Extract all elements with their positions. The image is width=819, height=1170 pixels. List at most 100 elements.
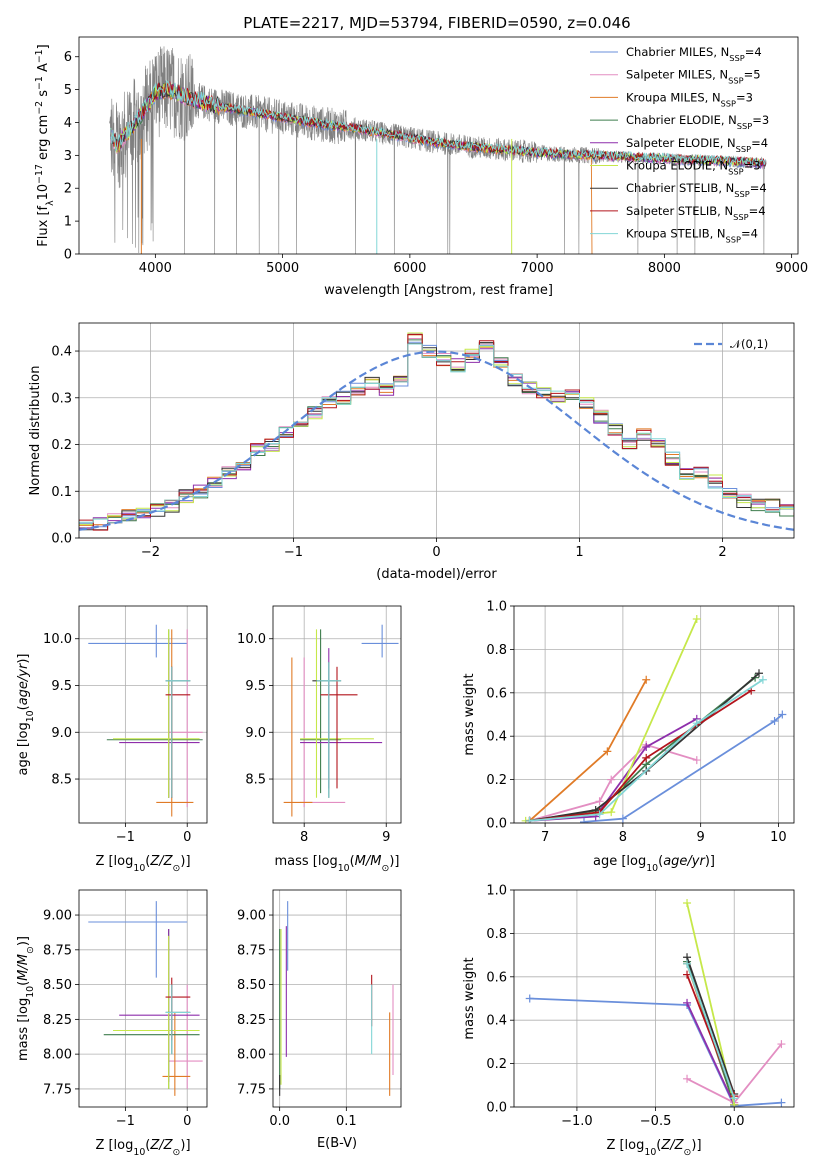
y-tick-label: 9.5 (51, 679, 72, 694)
y-tick-label: 10.0 (237, 632, 266, 647)
x-axis-label: Z [log10(Z/Z⊙)] (95, 854, 190, 874)
weight-Z-point (683, 970, 692, 979)
axes-frame (272, 605, 402, 824)
y-tick-label: 9.0 (245, 726, 266, 741)
weight-Z-line-9 (686, 963, 736, 1099)
weight-Z-point (683, 998, 692, 1007)
legend-label-1: Chabrier MILES, NSSP=4 (626, 45, 762, 63)
axes-frame (272, 889, 402, 1108)
y-axis-label: mass weight (462, 673, 477, 755)
weight-age-point (642, 675, 651, 684)
y-tick-label: 0.2 (486, 1057, 507, 1072)
y-tick-label: 4 (64, 116, 72, 131)
spectrum-panel: 4000 5000 6000 7000 8000 9000 0 1 2 3 4 5 6 Chabrier … (34, 36, 808, 298)
y-tick-label: 2 (64, 182, 72, 197)
y-tick-label: 0.4 (486, 730, 507, 745)
weight-age-point (770, 717, 779, 726)
weight-age-point (778, 710, 787, 719)
x-axis-label: E(B-V) (317, 1136, 357, 1151)
y-tick-label: 9.0 (51, 726, 72, 741)
y-tick-label: 8.25 (43, 1013, 72, 1028)
axes-frame (513, 889, 795, 1108)
y-tick-label: 0.3 (51, 391, 72, 406)
histogram-step-2 (79, 338, 794, 529)
y-axis-label: Flux [fλ10−17 erg cm−2 s−1 A−1] (34, 44, 56, 246)
weight-age-line-1 (583, 713, 783, 823)
weight-age-point (525, 816, 534, 823)
weight-age-line-8 (529, 689, 752, 822)
model-line-9 (110, 79, 766, 167)
y-tick-label: 0.0 (486, 1101, 507, 1116)
histogram-step-9 (79, 343, 794, 524)
legend-label-2: Salpeter MILES, NSSP=5 (626, 68, 761, 86)
y-tick-label: 1 (64, 215, 72, 230)
y-tick-label: 9.5 (245, 679, 266, 694)
y-axis-label: Normed distribution (28, 366, 43, 496)
x-tick-label: 1 (575, 545, 583, 560)
legend-label-4: Chabrier ELODIE, NSSP=3 (626, 113, 769, 131)
plot-area (279, 901, 394, 1096)
y-axis-label: age [log10(age/yr)] (16, 653, 36, 775)
weight-age-line-3 (529, 679, 647, 822)
weight-age-point (580, 817, 588, 823)
weight-Z-point (525, 994, 534, 1003)
weight-Z-point (683, 1074, 692, 1083)
y-tick-label: 0.6 (486, 970, 507, 985)
y-tick-label: 0.2 (51, 438, 72, 453)
y-tick-label: 8.00 (237, 1048, 266, 1063)
x-tick-label: 10 (770, 830, 787, 845)
y-tick-label: 8.75 (43, 943, 72, 958)
axes-frame (513, 605, 795, 824)
y-axis-label: mass [log10(M/M⊙)] (16, 936, 36, 1061)
x-axis-label: (data-model)/error (376, 567, 497, 582)
x-tick-label: −0.5 (640, 1114, 672, 1129)
x-tick-label: 0.0 (724, 1114, 745, 1129)
weight-age-point (642, 743, 651, 752)
x-tick-label: −1.0 (561, 1114, 593, 1129)
y-tick-label: 0.0 (486, 817, 507, 832)
x-tick-label: 0.1 (336, 1114, 357, 1129)
x-tick-label: 9 (382, 830, 390, 845)
weight-age-point (758, 675, 767, 684)
y-tick-label: 3 (64, 149, 72, 164)
legend-label-7: Chabrier STELIB, NSSP=4 (626, 181, 767, 199)
legend-label-9: Kroupa STELIB, NSSP=4 (626, 227, 758, 245)
x-tick-label: 6000 (393, 261, 426, 276)
y-tick-label: 7.75 (237, 1082, 266, 1097)
x-tick-label: 8000 (648, 261, 681, 276)
y-tick-label: 0.8 (486, 927, 507, 942)
x-tick-label: −1 (284, 545, 303, 560)
x-axis-label: Z [log10(Z/Z⊙)] (95, 1138, 190, 1158)
legend-label-6: Kroupa ELODIE, NSSP=3 (626, 159, 761, 177)
normal-distribution-curve (79, 350, 794, 531)
histogram-step-4 (79, 339, 794, 529)
y-tick-label: 0.8 (486, 643, 507, 658)
histogram-step-3 (79, 334, 794, 526)
x-tick-label: 0 (432, 545, 440, 560)
y-tick-label: 1.0 (486, 600, 507, 615)
x-tick-label: 0 (183, 1114, 191, 1129)
plot-area (283, 624, 399, 817)
plot-area (525, 899, 786, 1107)
weight-Z-point (683, 899, 692, 908)
y-tick-label: 5 (64, 83, 72, 98)
x-tick-label: 9000 (775, 261, 808, 276)
y-tick-label: 0.6 (486, 686, 507, 701)
weight-Z-line-7 (686, 957, 736, 1095)
x-tick-label: 0.0 (269, 1114, 290, 1129)
weight-Z-point (730, 1094, 739, 1103)
y-tick-label: 8.25 (237, 1013, 266, 1028)
weight-age-point (755, 669, 763, 678)
x-tick-label: 8 (619, 830, 627, 845)
axes-frame (78, 605, 208, 824)
y-tick-label: 8.50 (237, 978, 266, 993)
weight-age-point (642, 753, 651, 762)
y-tick-label: 0 (64, 248, 72, 263)
y-tick-label: 0.2 (486, 773, 507, 788)
weight-age-point (618, 814, 627, 823)
legend-label-5: Salpeter ELODIE, NSSP=4 (626, 136, 768, 154)
y-tick-label: 0.4 (486, 1014, 507, 1029)
weight-Z-point (683, 959, 692, 968)
age-vs-metallicity-panel: −1 0 8.5 9.0 9.5 10.0 Z [log10(Z/Z⊙)] age [log1… (16, 605, 208, 874)
weight-age-line-5 (529, 718, 698, 822)
